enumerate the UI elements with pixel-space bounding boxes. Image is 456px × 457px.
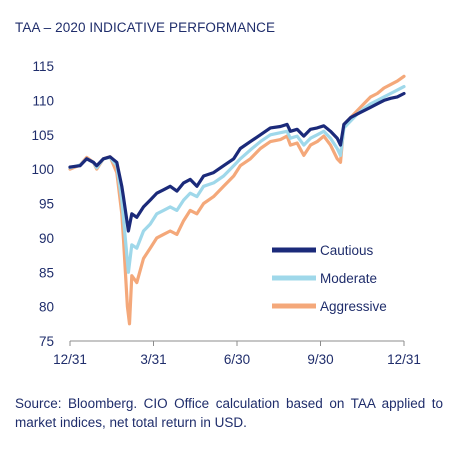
legend-label-cautious: Cautious [320, 243, 374, 258]
x-tick-label: 9/30 [307, 352, 333, 367]
y-tick-label: 80 [39, 300, 54, 315]
y-tick-label: 110 [32, 93, 54, 108]
y-tick-label: 115 [32, 59, 54, 74]
y-tick-label: 100 [31, 162, 54, 177]
x-tick-label: 6/30 [224, 352, 250, 367]
legend-label-aggressive: Aggressive [320, 299, 387, 314]
legend: Cautious Moderate Aggressive [272, 243, 387, 314]
y-axis: 75 80 85 90 95 100 105 110 115 [31, 59, 54, 349]
series-line-moderate [68, 85, 406, 274]
y-tick-label: 95 [39, 197, 54, 212]
x-tick-label: 3/31 [140, 352, 166, 367]
legend-label-moderate: Moderate [320, 271, 377, 286]
x-axis: 12/31 3/31 6/30 9/30 12/31 [53, 340, 421, 367]
chart-title: TAA – 2020 INDICATIVE PERFORMANCE [15, 20, 276, 35]
y-tick-label: 85 [39, 265, 54, 280]
x-tick-label: 12/31 [53, 352, 87, 367]
y-tick-label: 90 [39, 231, 54, 246]
y-tick-label: 75 [39, 334, 54, 349]
series-lines [68, 74, 406, 326]
source-note: Source: Bloomberg. CIO Office calculatio… [15, 396, 443, 430]
y-tick-label: 105 [31, 128, 54, 143]
x-tick-label: 12/31 [387, 352, 421, 367]
series-line-aggressive [68, 74, 406, 326]
series-line-cautious [68, 91, 406, 233]
line-chart: 75 80 85 90 95 100 105 110 115 12/31 3/31 6/30 9/30… [31, 59, 421, 367]
